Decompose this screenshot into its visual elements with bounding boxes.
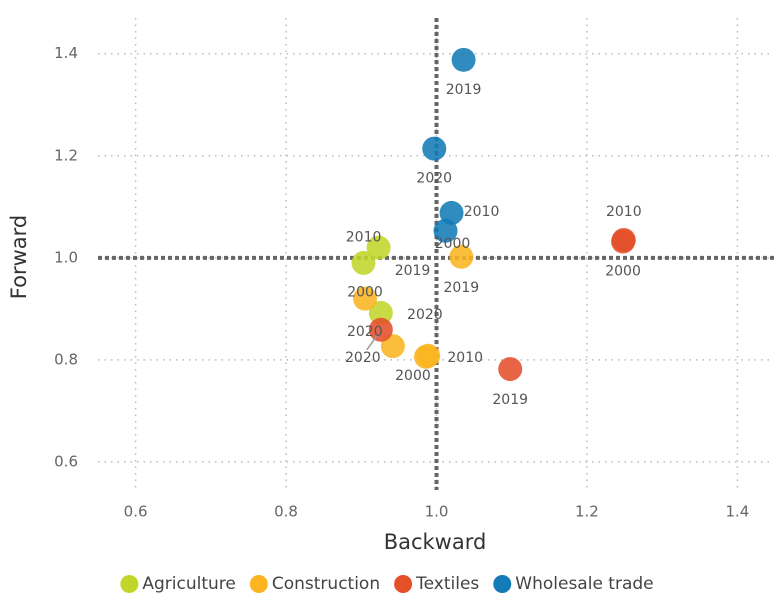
y-tick-label: 0.8 <box>54 350 78 368</box>
point-label: 2000 <box>395 368 431 384</box>
x-axis-label: Backward <box>384 530 487 554</box>
point <box>413 344 438 369</box>
point-label: 2019 <box>446 82 482 98</box>
legend-swatch <box>120 575 139 593</box>
x-tick-label: 1.4 <box>725 503 749 521</box>
legend-swatch <box>394 575 413 593</box>
point <box>433 218 458 243</box>
y-tick-label: 0.6 <box>54 452 78 470</box>
y-tick-label: 1.0 <box>54 248 78 266</box>
point-label: 2019 <box>492 392 528 408</box>
legend-label: Agriculture <box>142 574 236 594</box>
x-tick-label: 1.0 <box>425 503 449 521</box>
x-tick-label: 1.2 <box>575 503 599 521</box>
point-label: 2000 <box>347 285 383 301</box>
point-label: 2010 <box>606 204 642 220</box>
point <box>611 229 636 254</box>
legend-label: Construction <box>272 574 380 594</box>
y-tick-label: 1.4 <box>54 44 78 62</box>
point <box>368 317 393 342</box>
point-label: 2020 <box>416 171 452 187</box>
x-tick-label: 0.8 <box>274 503 298 521</box>
point-label: 2010 <box>346 230 382 246</box>
point-label: 2000 <box>605 263 641 279</box>
x-tick-label: 0.6 <box>124 503 148 521</box>
point-label: 2019 <box>444 280 480 296</box>
point-label: 2019 <box>395 263 431 279</box>
point <box>366 235 391 260</box>
point-label: 2020 <box>345 350 381 366</box>
legend: Agriculture Construction Textiles Wholesale… <box>120 574 654 594</box>
leader-line <box>366 335 378 351</box>
point <box>449 244 474 269</box>
point <box>498 357 523 382</box>
point-label: 2010 <box>447 350 483 366</box>
point <box>422 136 447 161</box>
point-label: 2020 <box>347 324 383 340</box>
y-axis-label: Forward <box>7 215 31 299</box>
point-label: 2000 <box>435 236 471 252</box>
y-tick-label: 1.2 <box>54 146 78 164</box>
point <box>368 300 393 325</box>
point-label: 2010 <box>464 204 500 220</box>
legend-label: Textiles <box>415 574 479 594</box>
legend-swatch <box>249 575 268 593</box>
legend-label: Wholesale trade <box>515 574 653 594</box>
legend-swatch <box>493 575 512 593</box>
point <box>351 250 376 275</box>
point-label: 2020 <box>407 307 443 323</box>
point <box>451 47 476 72</box>
point <box>353 286 378 311</box>
